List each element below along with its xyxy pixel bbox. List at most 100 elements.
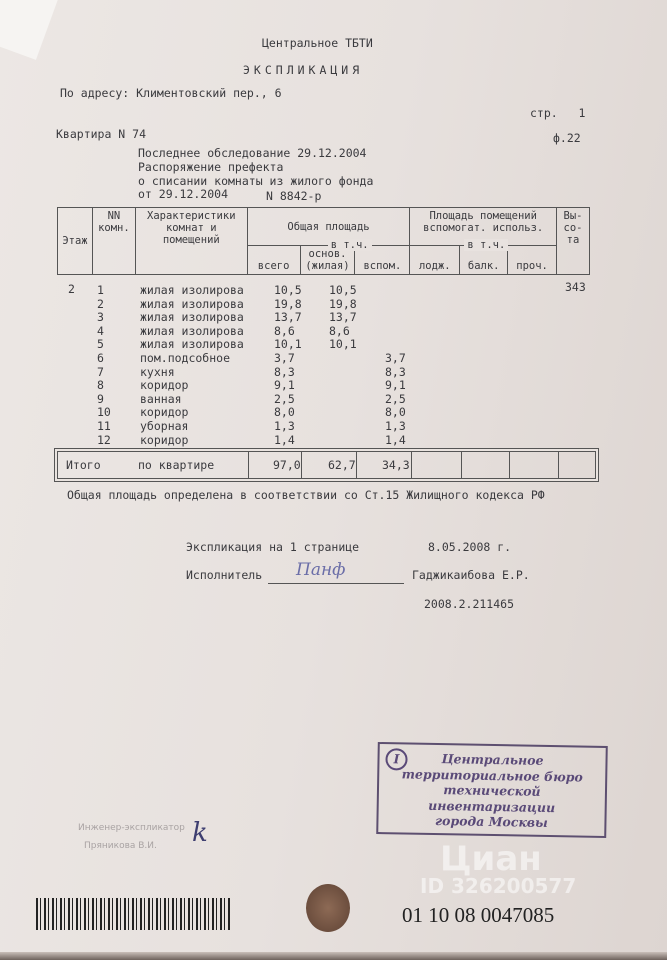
table-header: Этаж NN комн. Характеристики комнат и по…: [57, 207, 590, 275]
total-aux: 34,3: [382, 458, 410, 472]
area-aux: 2,5: [385, 391, 406, 406]
table-row: 9 ванная 2,5 2,5: [57, 392, 590, 406]
room-description: кухня: [140, 364, 175, 379]
area-main: 10,1: [329, 337, 357, 352]
watermark-brand: Циан: [440, 839, 542, 879]
total-row: Итого по квартире 97,0 62,7 34,3: [57, 451, 596, 479]
table-row: 7 кухня 8,3 8,3: [57, 365, 590, 379]
room-number: 4: [97, 323, 104, 338]
table-row: 1 жилая изолирова 10,5 10,5: [57, 283, 590, 297]
table-row: 10 коридор 8,0 8,0: [57, 405, 590, 419]
table-row: 4 жилая изолирова 8,6 8,6: [57, 324, 590, 338]
area-aux: 1,4: [385, 432, 406, 447]
stamp-line4: города Москвы: [434, 813, 548, 830]
engineer-signature: k: [192, 818, 208, 848]
header-all: всего: [246, 245, 301, 275]
area-aux: 3,7: [385, 351, 406, 365]
page-number: стр. 1: [530, 106, 586, 120]
area-aux: 1,3: [385, 419, 406, 433]
area-aux: 9,1: [385, 378, 406, 393]
area-total: 10,5: [274, 283, 302, 297]
area-total: 8,3: [274, 364, 295, 379]
total-label: Итого: [66, 458, 101, 472]
order-line2: о списании комнаты из жилого фонда: [138, 174, 374, 188]
pages-count: Экспликация на 1 странице: [186, 540, 360, 554]
area-main: 19,8: [329, 296, 357, 311]
header-incl2: в т.ч.: [464, 239, 509, 251]
room-description: коридор: [140, 378, 189, 393]
signature-line: [268, 583, 404, 584]
room-number: 10: [97, 405, 111, 420]
table-row: 11 уборная 1,3 1,3: [57, 419, 590, 433]
header-main: основ. (жилая): [299, 245, 356, 275]
registration-number: 2008.2.211465: [424, 597, 515, 611]
area-total: 1,4: [274, 432, 295, 447]
table-row: 8 коридор 9,1 9,1: [57, 378, 590, 392]
table-row: 3 жилая изолирова 13,7 13,7: [57, 310, 590, 324]
room-number: 12: [97, 432, 111, 447]
order-line1: Распоряжение префекта: [138, 160, 284, 174]
cian-watermark: Циан ID 326200577: [420, 842, 576, 897]
watermark-id: ID 326200577: [420, 874, 577, 898]
area-main: 10,5: [329, 283, 357, 297]
room-description: жилая изолирова: [140, 283, 244, 297]
header-total-area: Общая площадь в т.ч.: [246, 207, 411, 251]
area-total: 9,1: [274, 378, 295, 393]
area-note: Общая площадь определена в соответствии …: [67, 488, 545, 502]
room-number: 9: [97, 391, 104, 406]
header-aux-area-label: Площадь помещений вспомогат. использ.: [423, 210, 544, 234]
area-main: 13,7: [329, 310, 357, 325]
room-description: жилая изолирова: [140, 310, 244, 325]
table-row: 12 коридор 1,4 1,4: [57, 433, 590, 447]
height-value: 343: [565, 280, 586, 294]
area-total: 19,8: [274, 296, 302, 311]
area-total: 8,6: [274, 323, 295, 338]
area-total: 1,3: [274, 419, 295, 433]
room-description: жилая изолирова: [140, 337, 244, 352]
engineer-title: Инженер-экспликатор: [78, 823, 185, 833]
room-number: 6: [97, 351, 104, 365]
document-date: 8.05.2008 г.: [428, 540, 512, 554]
room-description: коридор: [140, 405, 189, 420]
total-all: 97,0: [273, 458, 301, 472]
executor-name: Гаджикаибова Е.Р.: [412, 568, 530, 582]
address: По адресу: Климентовский пер., 6: [60, 86, 282, 100]
engineer-name: Пряникова В.И.: [84, 841, 157, 851]
bti-stamp: I Центральное территориальное бюро техни…: [376, 742, 608, 838]
room-number: 11: [97, 419, 111, 433]
org-name: Центральное ТБТИ: [262, 36, 373, 50]
area-total: 10,1: [274, 337, 302, 352]
last-survey: Последнее обследование 29.12.2004: [138, 146, 367, 160]
hologram-seal: [306, 884, 350, 932]
room-description: коридор: [140, 432, 189, 447]
stamp-line3: технической инвентаризации: [428, 782, 556, 815]
header-aux: вспом.: [354, 245, 411, 275]
order-number: N 8842-р: [266, 189, 322, 203]
header-incl: в т.ч.: [327, 239, 372, 251]
room-number: 3: [97, 310, 104, 325]
room-number: 2: [97, 296, 104, 311]
total-main: 62,7: [328, 458, 356, 472]
room-description: пом.подсобное: [140, 351, 231, 365]
area-total: 8,0: [274, 405, 295, 420]
room-number: 1: [97, 283, 104, 297]
form-number: ф.22: [553, 131, 581, 145]
table-row: 6 пом.подсобное 3,7 3,7: [57, 351, 590, 365]
header-total-area-label: Общая площадь: [287, 220, 370, 233]
header-height: Вы- со- та: [556, 207, 590, 275]
apartment-number: Квартира N 74: [56, 127, 147, 141]
order-date: от 29.12.2004: [138, 187, 229, 201]
header-aux-area: Площадь помещений вспомогат. использ. в т…: [409, 207, 557, 251]
header-description: Характеристики комнат и помещений: [134, 207, 248, 275]
floor-value: 2: [68, 282, 75, 296]
total-scope: по квартире: [138, 458, 215, 472]
table-surface-edge: [0, 952, 667, 960]
room-number: 5: [97, 337, 104, 352]
room-description: ванная: [140, 391, 182, 406]
room-description: жилая изолирова: [140, 323, 244, 338]
header-other: проч.: [507, 245, 557, 275]
room-description: жилая изолирова: [140, 296, 244, 311]
executor-signature: Панф: [296, 560, 346, 580]
area-main: 8,6: [329, 323, 350, 338]
document-title: ЭКСПЛИКАЦИЯ: [243, 63, 364, 77]
